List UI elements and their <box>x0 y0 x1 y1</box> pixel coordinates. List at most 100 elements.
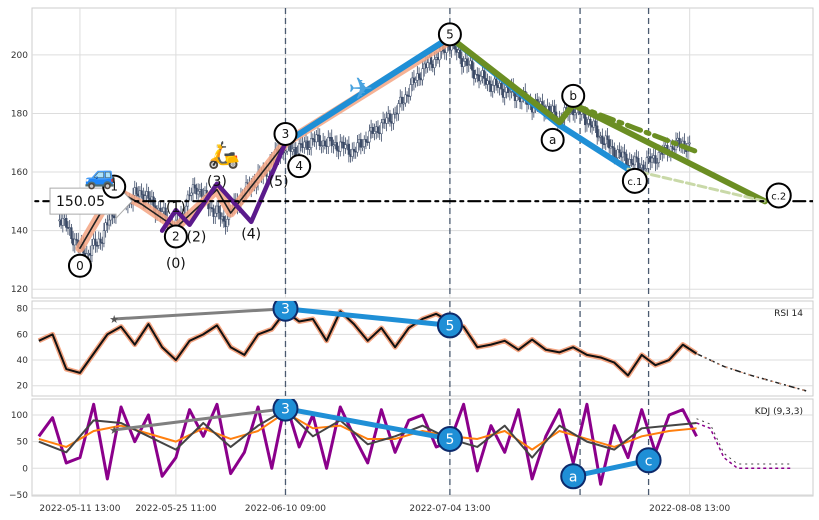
wave-label: 0 <box>76 259 84 273</box>
candle-body <box>339 141 342 152</box>
candle-body <box>222 216 225 222</box>
wave-label: 1 <box>110 180 118 194</box>
candle-body <box>604 135 607 145</box>
kdj-projection <box>696 422 793 470</box>
candle-body <box>73 238 76 246</box>
price-ytick-label: 180 <box>11 109 28 119</box>
candle-body <box>465 58 469 66</box>
rsi-line <box>38 310 698 377</box>
kdj-marker-label: c <box>645 453 653 469</box>
candle-body <box>311 138 315 140</box>
wave-label-circle <box>287 154 312 179</box>
price-ytick-label: 160 <box>11 168 28 178</box>
wave-label: b <box>569 89 577 103</box>
candle-body <box>368 130 371 143</box>
candle-body <box>306 140 309 150</box>
candle-body <box>99 238 102 243</box>
candle-body <box>459 49 462 59</box>
candle-body <box>330 137 333 147</box>
wave-label-circle <box>765 182 792 209</box>
candle-body <box>491 85 494 92</box>
candle-body <box>611 146 614 149</box>
candle-body <box>344 144 347 149</box>
candle-body <box>318 135 321 146</box>
kdj-marker-label: a <box>569 469 578 485</box>
candle-body <box>508 91 511 94</box>
candle-body <box>385 117 388 124</box>
candle-body <box>553 105 556 113</box>
wave-label: (3) <box>207 174 227 190</box>
candle-body <box>361 146 364 148</box>
candle-body <box>214 213 217 217</box>
candle-body <box>654 155 657 164</box>
wave-label-circle <box>273 121 298 146</box>
wave-line-green-dash <box>570 102 700 155</box>
candle-body <box>616 149 619 159</box>
wave-label-circle <box>540 127 565 152</box>
candle-body <box>102 230 106 244</box>
candle-body <box>352 148 356 152</box>
candle-body <box>94 238 97 246</box>
candle-body <box>303 141 306 148</box>
candle-body <box>671 146 674 149</box>
candle-body <box>351 148 354 157</box>
candle-body <box>90 245 94 256</box>
rsi-divergence-line <box>114 307 286 321</box>
candle-body <box>190 192 193 196</box>
candle-body <box>594 120 597 127</box>
candle-body <box>107 219 111 226</box>
candle-body <box>315 134 318 143</box>
candle-body <box>608 139 611 149</box>
x-tick-label: 2022-08-08 13:00 <box>649 504 730 514</box>
candle-body <box>226 219 229 228</box>
kdj-ytick-label: 0 <box>22 464 28 474</box>
candle-body <box>212 208 215 217</box>
candle-body <box>650 157 654 163</box>
candle-body <box>438 51 441 61</box>
candle-body <box>366 141 369 144</box>
candle-body <box>642 164 645 171</box>
rsi-ytick-label: 60 <box>17 330 29 340</box>
candle-body <box>503 91 506 98</box>
kdj-marker-circle <box>635 447 662 474</box>
candle-body <box>633 156 637 166</box>
wave-line-purple <box>159 140 288 233</box>
candle-body <box>483 70 486 79</box>
candle-body <box>601 135 604 145</box>
candle-body <box>426 62 429 68</box>
candle-body <box>421 68 424 81</box>
candle-body <box>606 135 609 140</box>
candle-body <box>414 79 417 83</box>
car-icon: 🚙 <box>84 161 116 191</box>
candle-body <box>75 238 78 241</box>
wave-label-circle <box>437 22 462 47</box>
x-tick-label: 2022-07-04 13:00 <box>409 504 490 514</box>
kdj-line-k <box>38 408 697 459</box>
kdj-marker-label: 5 <box>445 432 454 448</box>
candle-body <box>359 139 362 148</box>
candle-body <box>332 144 335 147</box>
candle-body <box>335 142 339 151</box>
candle-body <box>210 207 213 209</box>
candle-body <box>219 212 222 220</box>
rsi-star-icon: ★ <box>109 313 119 326</box>
candle-body <box>637 157 640 169</box>
wave-label-circle <box>102 174 127 199</box>
candle-body <box>433 59 436 68</box>
kdj-marker-label: 3 <box>281 402 290 418</box>
candle-body <box>356 142 359 153</box>
candle-body <box>429 56 433 65</box>
candle-body <box>291 148 294 152</box>
kdj-line-j <box>37 400 698 486</box>
candle-body <box>417 73 421 79</box>
candle-body <box>462 61 465 67</box>
candle-body <box>298 143 301 154</box>
wave-label: c.2 <box>771 191 786 202</box>
candle-body <box>623 151 626 155</box>
candle-body <box>327 137 330 147</box>
scooter-icon: 🛵 <box>208 140 240 170</box>
candle-body <box>596 125 599 138</box>
candle-body <box>657 152 661 163</box>
